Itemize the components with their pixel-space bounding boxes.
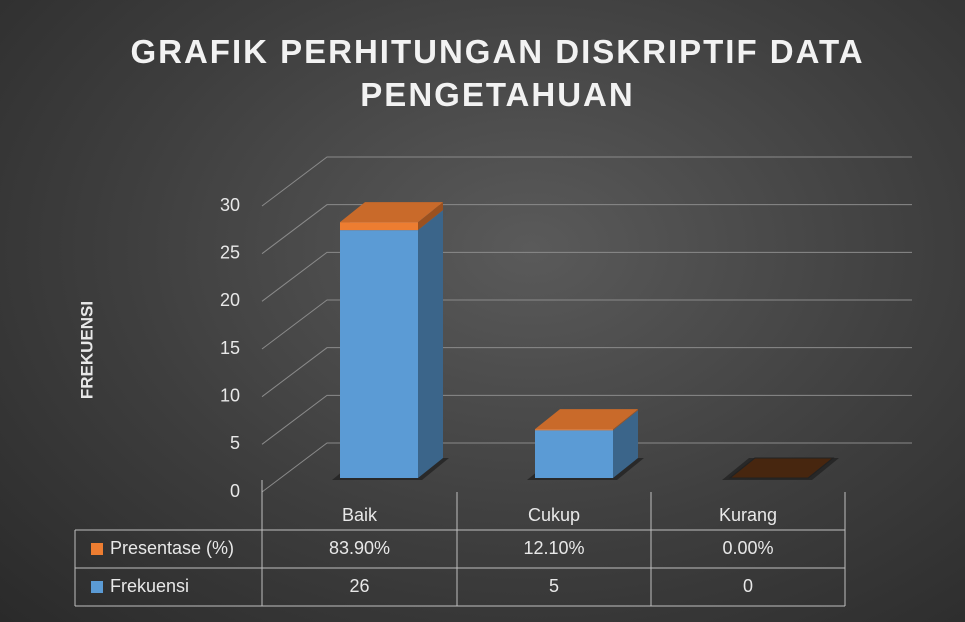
table-cell: 83.90% (329, 538, 390, 558)
x-tick-label: Cukup (528, 505, 580, 525)
legend-key (91, 581, 103, 593)
chart-title: GRAFIK PERHITUNGAN DISKRIPTIF DATA PENGE… (130, 33, 865, 113)
y-tick-label: 10 (220, 385, 240, 405)
bar-segment (340, 202, 443, 231)
table-cell: 0 (743, 576, 753, 596)
bar-front (340, 222, 418, 231)
bar-side (418, 210, 443, 478)
table-cell: 5 (549, 576, 559, 596)
grid-line (261, 251, 912, 302)
y-tick-label: 25 (220, 242, 240, 262)
y-tick-label: 15 (220, 338, 240, 358)
bar-side (418, 202, 443, 231)
x-tick-label: Kurang (719, 505, 777, 525)
grid-line (261, 442, 912, 493)
x-tick-label: Baik (342, 505, 378, 525)
table-cell: 0.00% (722, 538, 773, 558)
y-tick-label: 0 (230, 481, 240, 501)
bar-segment (535, 409, 638, 431)
bar-segment (728, 457, 835, 479)
bar-top (728, 457, 835, 479)
y-tick-label: 30 (220, 195, 240, 215)
bar-top (535, 409, 638, 430)
legend-label: Presentase (%) (110, 538, 234, 558)
bar-front (340, 230, 418, 478)
legend-label: Frekuensi (110, 576, 189, 596)
grid-line (261, 347, 912, 398)
grid-line (261, 204, 912, 255)
bar-top (340, 202, 443, 223)
grid-line (261, 156, 912, 207)
y-axis-label: FREKUENSI (77, 301, 96, 399)
bar-segment (340, 210, 443, 478)
bar-side (613, 410, 638, 478)
table-cell: 12.10% (523, 538, 584, 558)
bar-side (613, 409, 638, 431)
y-tick-label: 5 (230, 433, 240, 453)
grid-line (261, 394, 912, 445)
bar-front (535, 430, 613, 478)
bar-front (535, 429, 613, 431)
legend-key (91, 543, 103, 555)
table-cell: 26 (349, 576, 369, 596)
y-tick-label: 20 (220, 290, 240, 310)
grid-line (261, 299, 912, 350)
